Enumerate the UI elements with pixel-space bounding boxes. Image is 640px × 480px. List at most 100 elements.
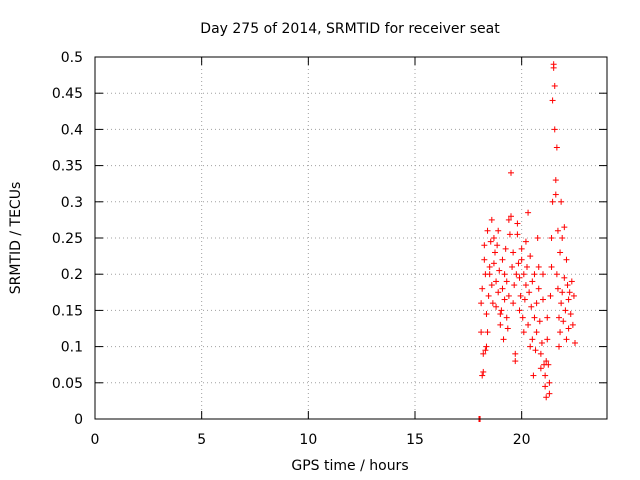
data-point	[540, 296, 546, 303]
data-point	[499, 285, 506, 292]
data-point	[493, 278, 500, 285]
data-point	[528, 303, 535, 310]
data-point	[544, 336, 551, 343]
data-points	[476, 61, 578, 422]
data-point	[508, 169, 514, 176]
data-point	[517, 292, 524, 299]
data-point	[527, 343, 534, 350]
data-point	[486, 271, 493, 278]
data-point	[514, 231, 521, 238]
data-point	[558, 300, 565, 307]
chart-title: Day 275 of 2014, SRMTID for receiver sea…	[200, 21, 500, 37]
data-point	[497, 311, 504, 318]
data-point	[551, 82, 558, 89]
data-point	[569, 321, 576, 328]
data-point	[490, 260, 497, 267]
data-point	[493, 303, 500, 310]
data-point	[520, 329, 527, 336]
data-point	[524, 263, 530, 270]
data-point	[545, 361, 552, 368]
data-point	[538, 339, 545, 346]
data-point	[556, 343, 562, 350]
data-point	[494, 242, 501, 249]
data-point	[498, 307, 505, 314]
data-point	[552, 191, 559, 198]
data-point	[522, 238, 529, 245]
data-point	[516, 274, 523, 281]
data-point	[519, 314, 526, 321]
data-point	[479, 285, 486, 292]
data-point	[537, 365, 544, 372]
data-point	[567, 311, 574, 318]
data-point	[527, 253, 534, 260]
y-tick-label: 0	[74, 412, 83, 428]
data-point	[534, 235, 541, 241]
y-tick-label: 0.45	[52, 86, 83, 102]
data-point	[480, 350, 487, 357]
y-axis-label: SRMTID / TECUs	[8, 182, 24, 295]
y-tick-label: 0.35	[52, 159, 83, 175]
data-point	[526, 289, 533, 296]
data-point	[544, 314, 551, 321]
data-point	[512, 350, 519, 357]
data-point	[489, 300, 496, 307]
data-point	[568, 278, 575, 285]
data-point	[529, 336, 536, 343]
data-point	[565, 296, 572, 303]
data-point	[495, 227, 502, 234]
data-point	[513, 271, 520, 278]
y-tick-label: 0.1	[61, 340, 83, 356]
data-point	[506, 231, 513, 238]
data-point	[478, 329, 485, 336]
data-point	[530, 372, 537, 379]
data-point	[529, 278, 536, 285]
data-point	[525, 321, 532, 328]
data-point	[479, 372, 486, 379]
data-point	[505, 216, 512, 223]
data-point	[511, 282, 518, 289]
data-point	[540, 271, 546, 278]
grid	[95, 57, 607, 419]
data-point	[501, 271, 508, 278]
data-point	[551, 126, 558, 133]
data-point	[564, 282, 571, 289]
data-point	[553, 271, 560, 278]
data-point	[542, 372, 549, 379]
data-point	[504, 325, 511, 332]
data-point	[518, 256, 525, 263]
x-tick-label: 0	[91, 432, 100, 448]
data-point	[547, 292, 554, 299]
x-tick-label: 15	[406, 432, 424, 448]
data-point	[525, 209, 532, 216]
data-point	[510, 300, 517, 307]
data-point	[521, 296, 528, 303]
data-point	[488, 282, 495, 289]
data-point	[562, 307, 569, 314]
data-point	[554, 285, 561, 292]
data-point	[503, 278, 510, 285]
data-point	[542, 383, 549, 390]
data-point	[537, 350, 544, 357]
data-point	[533, 300, 540, 307]
y-tick-label: 0.05	[52, 376, 83, 392]
y-tick-label: 0.3	[61, 195, 83, 211]
data-point	[516, 307, 523, 314]
x-tick-label: 5	[197, 432, 206, 448]
x-axis-label: GPS time / hours	[291, 458, 408, 474]
data-point	[536, 318, 543, 325]
data-point	[559, 235, 566, 241]
data-point	[505, 292, 512, 299]
data-point	[486, 263, 493, 270]
y-tick-label: 0.25	[52, 231, 83, 247]
data-point	[548, 263, 555, 270]
data-point	[557, 329, 564, 336]
data-point	[481, 256, 488, 263]
data-point	[488, 216, 495, 223]
data-point	[512, 358, 519, 365]
data-point	[533, 329, 540, 336]
data-point	[561, 274, 568, 281]
x-tick-label: 20	[513, 432, 531, 448]
data-point	[520, 271, 527, 278]
